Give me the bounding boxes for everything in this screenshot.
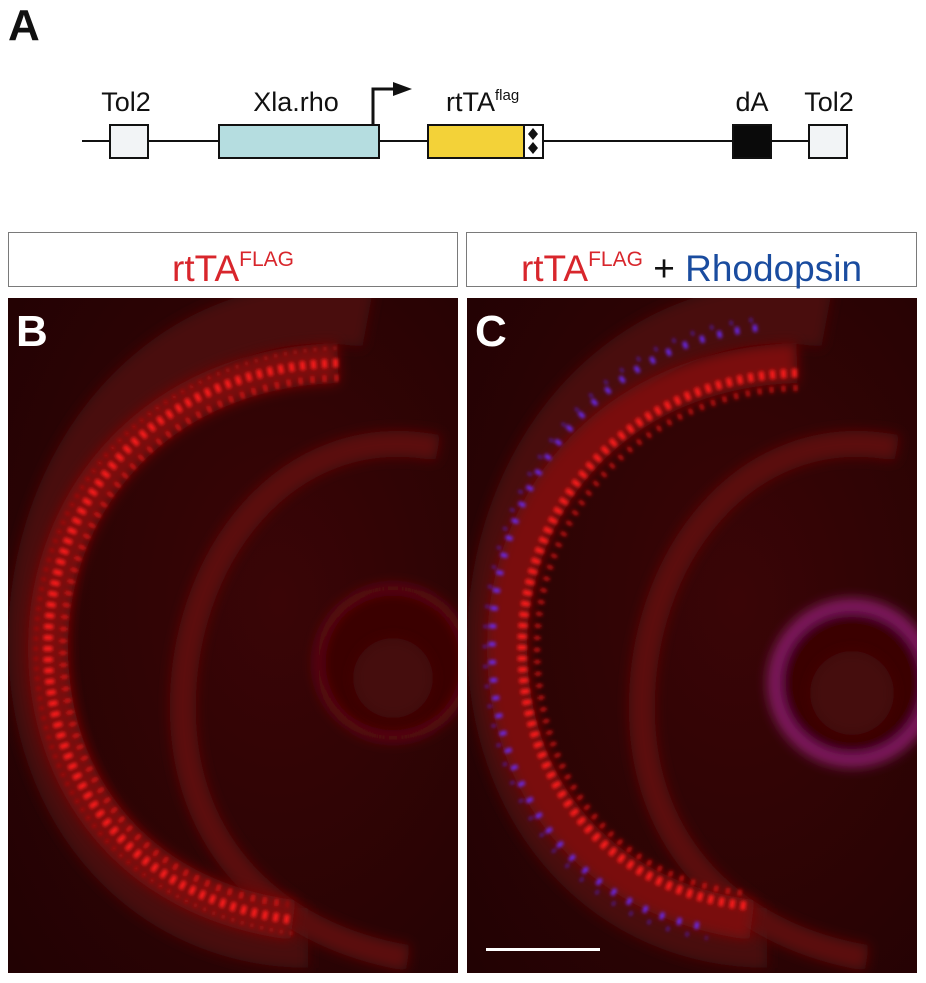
inner-plexiform-band (628, 430, 900, 971)
gene-label-main: rtTA (446, 87, 495, 117)
lens-core (353, 638, 433, 718)
panel-b-header-sup: FLAG (239, 248, 294, 271)
gene-box (427, 124, 525, 159)
rtta-photoreceptors (33, 346, 339, 936)
panel-b-letter: B (16, 307, 48, 356)
tol2-right-box (808, 124, 848, 159)
panel-c-header: rtTAFLAG + Rhodopsin (466, 232, 917, 289)
rhodopsin-outer-segments (482, 318, 758, 940)
tol2-left-label: Tol2 (101, 87, 151, 117)
panel-a-letter: A (8, 1, 40, 50)
panel-b-header: rtTAFLAG (8, 232, 458, 289)
construct-diagram: Tol2 Xla.rho rtTAflag dA Tol2 (82, 82, 854, 159)
promoter-box (218, 124, 380, 159)
tol2-left-box (109, 124, 149, 159)
transcription-start-arrow (371, 87, 396, 125)
panel-b-image (8, 298, 458, 973)
panel-c-header-sup: FLAG (588, 248, 643, 271)
panel-c-header-main: rtTA (520, 248, 589, 289)
panel-c-header-plus: + (653, 248, 675, 289)
rtta-photoreceptors (517, 368, 798, 911)
lens-core (810, 651, 894, 735)
gene-label: rtTAflag (446, 87, 519, 117)
polya-box (732, 124, 772, 159)
scale-bar (486, 948, 600, 951)
flag-tag-diamond-top (528, 128, 538, 140)
photoreceptor-band-glow (486, 343, 798, 940)
transcription-arrowhead (393, 82, 412, 96)
panel-c-micrograph: C (467, 298, 917, 973)
panel-b-micrograph: B (8, 298, 458, 973)
panel-c-image (467, 298, 917, 973)
flag-tag-diamond-bottom (528, 142, 538, 154)
panel-c-header-second: Rhodopsin (685, 248, 863, 289)
panel-c-letter: C (475, 307, 507, 356)
promoter-label: Xla.rho (253, 87, 339, 117)
inner-plexiform-band (169, 430, 441, 971)
panel-b-header-main: rtTA (172, 248, 240, 289)
polya-label: dA (735, 87, 768, 117)
tol2-right-label: Tol2 (804, 87, 854, 117)
gene-label-sup: flag (495, 87, 519, 104)
